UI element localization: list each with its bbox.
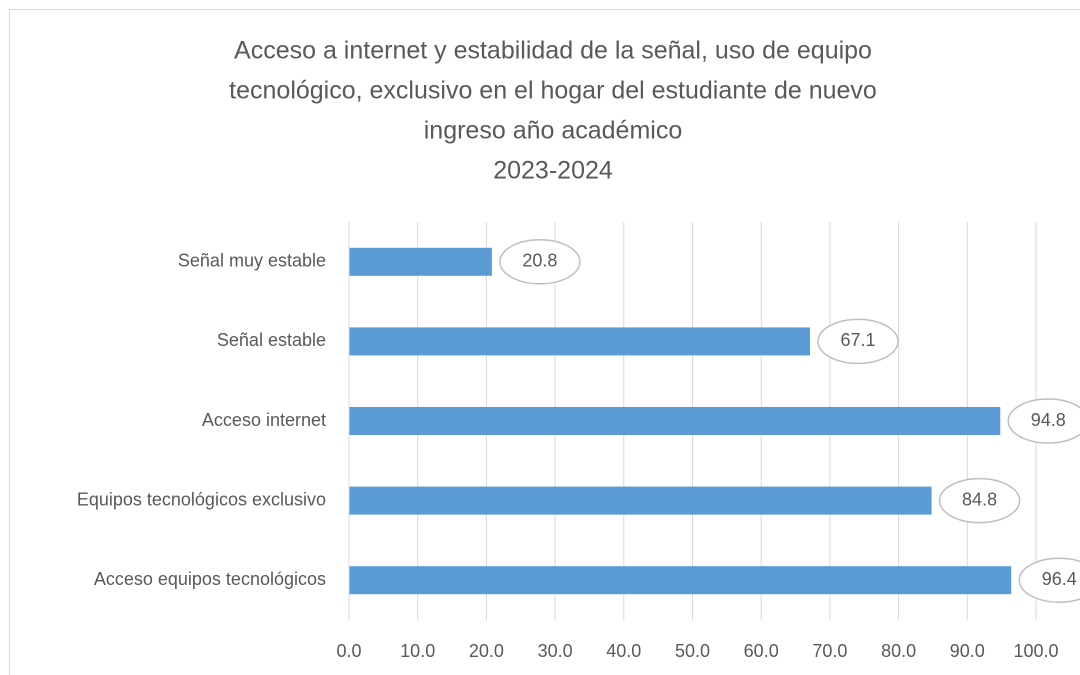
data-label-callout	[1018, 557, 1080, 603]
data-label: 84.8	[962, 489, 997, 509]
bar	[349, 327, 810, 356]
bar	[349, 566, 1012, 595]
data-label: 20.8	[522, 251, 557, 271]
bar	[349, 486, 932, 515]
chart-title: ingreso año académico	[424, 117, 683, 145]
bar	[349, 247, 492, 276]
y-tick-label: Señal estable	[217, 330, 326, 350]
x-tick-label: 30.0	[538, 641, 573, 661]
x-tick-label: 70.0	[812, 641, 847, 661]
data-label: 94.8	[1031, 410, 1066, 430]
x-tick-label: 100.0	[1013, 641, 1058, 661]
chart-title: Acceso a internet y estabilidad de la se…	[234, 37, 872, 65]
y-tick-label: Acceso equipos tecnológicos	[94, 569, 326, 589]
y-tick-label: Equipos tecnológicos exclusivo	[77, 489, 326, 509]
x-tick-label: 10.0	[400, 641, 435, 661]
x-tick-label: 60.0	[744, 641, 779, 661]
data-label-callout	[938, 477, 1021, 524]
x-tick-label: 50.0	[675, 641, 710, 661]
data-label-callout	[499, 239, 581, 285]
bar	[349, 407, 1001, 435]
x-tick-label: 0.0	[336, 641, 361, 661]
x-tick-label: 80.0	[881, 641, 916, 661]
x-tick-label: 90.0	[950, 641, 985, 661]
y-tick-label: Señal muy estable	[178, 251, 326, 271]
y-tick-label: Acceso internet	[202, 410, 326, 430]
data-label-callout	[817, 318, 899, 365]
data-label: 96.4	[1042, 569, 1077, 589]
x-tick-label: 40.0	[606, 641, 641, 661]
data-label: 67.1	[840, 330, 875, 350]
chart-title: 2023-2024	[493, 157, 613, 185]
x-tick-label: 20.0	[469, 641, 504, 661]
data-label-callout	[1007, 398, 1080, 444]
chart-title: tecnológico, exclusivo en el hogar del e…	[229, 77, 877, 105]
